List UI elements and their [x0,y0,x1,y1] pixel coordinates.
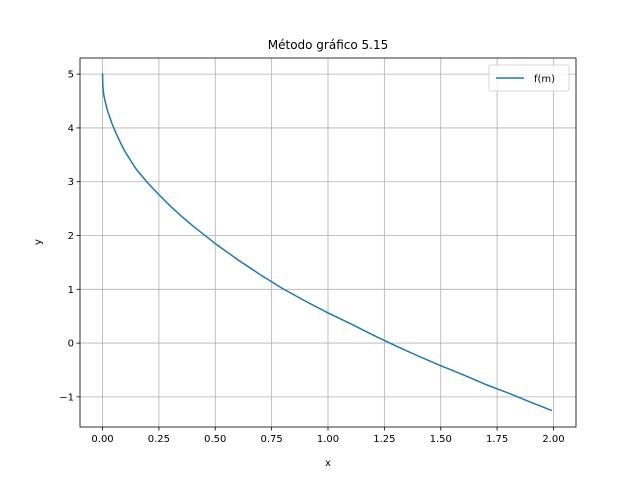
series-line [101,73,553,412]
x-tick-label: 0.75 [261,434,283,445]
legend-box [488,64,570,92]
x-tick-label: 1.50 [430,434,452,445]
y-tick-label: 0 [68,339,74,350]
x-tick-label: 1.75 [486,434,508,445]
x-tick-label: 1.25 [373,434,395,445]
ticks: 0.00 0.25 0.50 0.75 1.00 1.25 1.50 1.75 2.00 −1 0 1… [59,70,564,445]
legend: f(m) [488,64,570,92]
grid [80,58,576,427]
y-tick-label: −1 [59,392,74,403]
y-tick-label: 1 [68,285,74,296]
x-axis-label: x [325,458,331,469]
legend-label: f(m) [534,74,555,85]
y-tick-label: 5 [68,70,74,81]
x-tick-label: 1.00 [317,434,339,445]
x-tick-label: 0.50 [204,434,226,445]
y-tick-label: 2 [68,231,74,242]
series-layer [101,73,553,412]
x-tick-label: 0.25 [148,434,170,445]
x-tick-label: 0.00 [91,434,113,445]
y-tick-label: 4 [68,123,74,134]
y-tick-label: 3 [68,177,74,188]
x-tick-label: 2.00 [542,434,564,445]
chart-title: Método gráfico 5.15 [268,38,389,52]
y-axis-label: y [33,239,44,245]
